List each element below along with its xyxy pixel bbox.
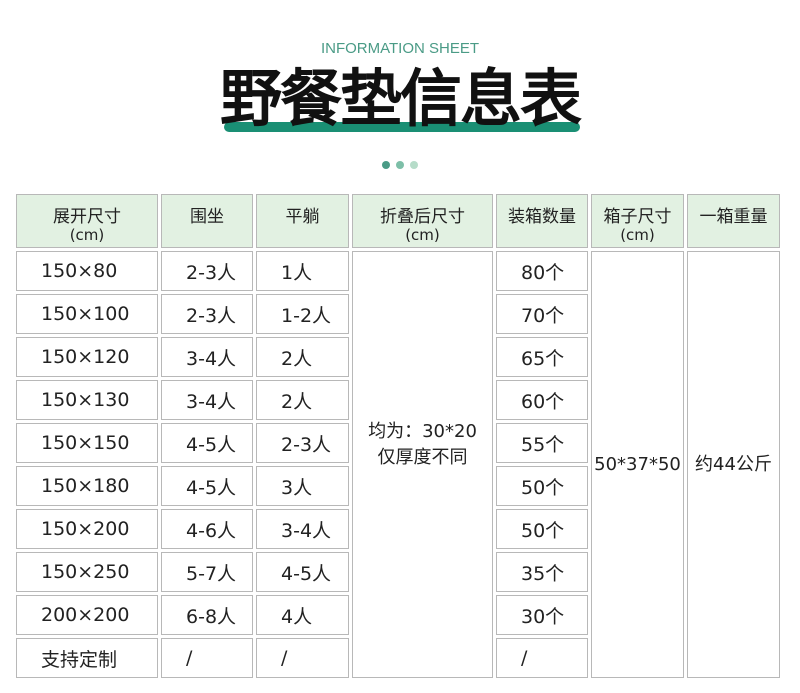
table-row: 150×80 2-3人 1人 均为：30*20 仅厚度不同 80个 50*37*50 约44公… [16, 251, 780, 678]
lying-cell: 2人 [256, 337, 349, 377]
size-cell: 150×250 [16, 552, 158, 592]
column-label: 一箱重量 [699, 207, 768, 227]
lying-cell: 3-4人 [256, 509, 349, 549]
table-row: 150×250 5-7人 4-5人 35个 [16, 552, 780, 592]
size-cell: 150×80 [16, 251, 158, 291]
lying-cell: 3人 [256, 466, 349, 506]
page-title: 野餐垫信息表 [219, 62, 582, 135]
folded-size-text: 均为：30*20 [368, 420, 477, 442]
info-table: 展开尺寸 (cm) 围坐 平躺 折叠后尺寸 (cm) 装箱数量 箱子尺寸 (cm) 一箱重量 15… [13, 191, 783, 681]
quantity-cell: 70个 [496, 294, 588, 334]
quantity-cell: 30个 [496, 595, 588, 635]
quantity-cell: 35个 [496, 552, 588, 592]
quantity-cell: 55个 [496, 423, 588, 463]
column-label: 箱子尺寸 [603, 207, 672, 227]
sitting-cell: 4-5人 [161, 466, 253, 506]
size-cell: 150×120 [16, 337, 158, 377]
dot-3 [410, 161, 418, 169]
dot-2 [396, 161, 404, 169]
sitting-cell: 4-6人 [161, 509, 253, 549]
folded-size-text: 仅厚度不同 [377, 446, 468, 468]
folded-size-cell: 均为：30*20 仅厚度不同 [352, 251, 493, 678]
table-row: 150×130 3-4人 2人 60个 [16, 380, 780, 420]
title-underline [224, 122, 580, 132]
column-header: 展开尺寸 (cm) [16, 194, 158, 248]
column-label: 折叠后尺寸 [380, 207, 465, 227]
size-cell: 200×200 [16, 595, 158, 635]
quantity-cell: 50个 [496, 509, 588, 549]
quantity-cell: 60个 [496, 380, 588, 420]
column-label: 平躺 [285, 207, 320, 227]
decorative-dots [0, 154, 800, 173]
size-cell: 150×180 [16, 466, 158, 506]
table-row: 150×100 2-3人 1-2人 70个 [16, 294, 780, 334]
size-cell: 支持定制 [16, 638, 158, 678]
column-unit: (cm) [405, 226, 440, 244]
table-row: 150×200 4-6人 3-4人 50个 [16, 509, 780, 549]
quantity-cell: 50个 [496, 466, 588, 506]
lying-cell: 1人 [256, 251, 349, 291]
column-unit: (cm) [69, 226, 105, 244]
column-header: 一箱重量 [687, 194, 780, 248]
sitting-cell: 3-4人 [161, 380, 253, 420]
column-header: 平躺 [256, 194, 349, 248]
column-header: 围坐 [161, 194, 253, 248]
table-row: 150×150 4-5人 2-3人 55个 [16, 423, 780, 463]
quantity-cell: 80个 [496, 251, 588, 291]
sitting-cell: 4-5人 [161, 423, 253, 463]
quantity-cell: / [496, 638, 588, 678]
lying-cell: 4人 [256, 595, 349, 635]
sitting-cell: 5-7人 [161, 552, 253, 592]
column-label: 装箱数量 [508, 207, 576, 227]
size-cell: 150×100 [16, 294, 158, 334]
subtitle: INFORMATION SHEET [320, 40, 480, 57]
table-row: 支持定制 / / / [16, 638, 780, 678]
box-weight-cell: 约44公斤 [687, 251, 780, 678]
sitting-cell: 6-8人 [161, 595, 253, 635]
sitting-cell: 2-3人 [161, 251, 253, 291]
lying-cell: 1-2人 [256, 294, 349, 334]
box-size-cell: 50*37*50 [591, 251, 684, 678]
lying-cell: 2-3人 [256, 423, 349, 463]
dot-1 [382, 161, 390, 169]
sitting-cell: 2-3人 [161, 294, 253, 334]
size-cell: 150×200 [16, 509, 158, 549]
size-cell: 150×150 [16, 423, 158, 463]
size-cell: 150×130 [16, 380, 158, 420]
lying-cell: / [256, 638, 349, 678]
table-row: 150×180 4-5人 3人 50个 [16, 466, 780, 506]
column-unit: (cm) [620, 226, 655, 244]
column-label: 展开尺寸 [53, 207, 121, 227]
lying-cell: 4-5人 [256, 552, 349, 592]
column-label: 围坐 [190, 207, 224, 227]
column-header: 装箱数量 [496, 194, 588, 248]
quantity-cell: 65个 [496, 337, 588, 377]
column-header: 箱子尺寸 (cm) [591, 194, 684, 248]
table-row: 200×200 6-8人 4人 30个 [16, 595, 780, 635]
sitting-cell: 3-4人 [161, 337, 253, 377]
sitting-cell: / [161, 638, 253, 678]
lying-cell: 2人 [256, 380, 349, 420]
table-row: 150×120 3-4人 2人 65个 [16, 337, 780, 377]
column-header: 折叠后尺寸 (cm) [352, 194, 493, 248]
